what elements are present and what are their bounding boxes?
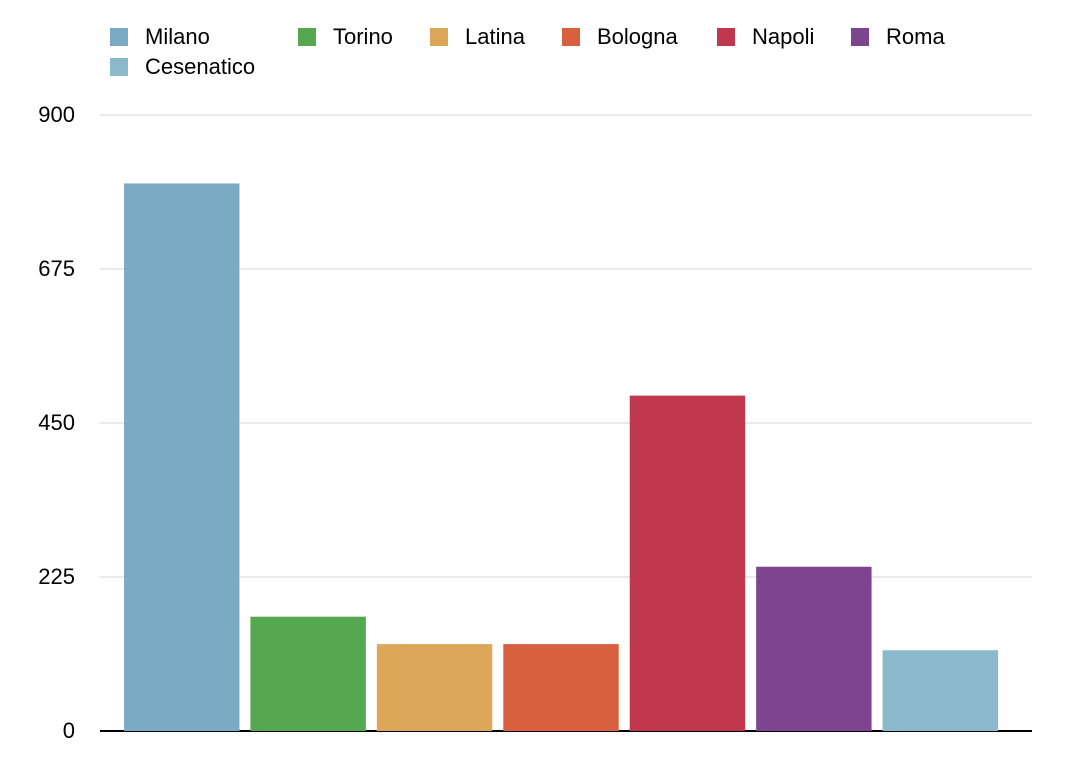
legend-label: Roma	[886, 24, 945, 49]
legend-swatch	[110, 28, 128, 46]
legend-swatch	[110, 58, 128, 76]
legend-swatch	[717, 28, 735, 46]
bar	[124, 183, 240, 731]
legend-swatch	[298, 28, 316, 46]
bar	[756, 566, 872, 731]
legend-label: Milano	[145, 24, 210, 49]
legend-label: Napoli	[752, 24, 814, 49]
y-tick-label: 900	[38, 102, 75, 127]
legend-swatch	[430, 28, 448, 46]
legend-label: Cesenatico	[145, 54, 255, 79]
y-tick-label: 450	[38, 410, 75, 435]
y-tick-label: 225	[38, 564, 75, 589]
y-tick-label: 675	[38, 256, 75, 281]
bar	[629, 395, 746, 731]
y-tick-label: 0	[63, 718, 75, 743]
bar	[250, 616, 366, 731]
legend-label: Latina	[465, 24, 526, 49]
bar	[376, 644, 493, 731]
legend-label: Bologna	[597, 24, 679, 49]
bar	[503, 644, 619, 731]
legend-label: Torino	[333, 24, 393, 49]
bar	[882, 650, 998, 731]
legend-swatch	[562, 28, 580, 46]
legend-swatch	[851, 28, 869, 46]
